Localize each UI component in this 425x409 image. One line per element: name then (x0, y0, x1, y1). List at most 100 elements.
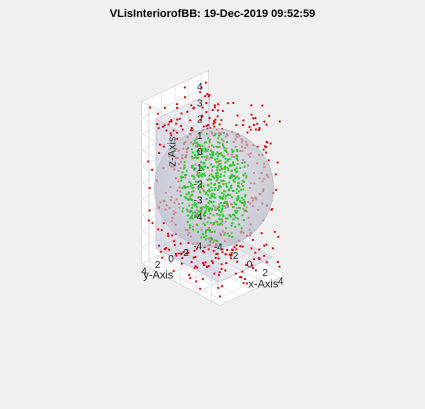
inside-point (203, 162, 206, 165)
outside-point (268, 114, 271, 117)
inside-point (217, 186, 220, 189)
inside-point (202, 189, 205, 192)
inside-point (209, 240, 212, 243)
outside-point (263, 120, 266, 123)
inside-point (226, 141, 229, 143)
inside-point (198, 165, 201, 167)
inside-point (240, 188, 242, 191)
inside-point (218, 159, 221, 162)
inside-point (204, 210, 207, 213)
outside-point (227, 102, 229, 105)
inside-point (225, 185, 228, 187)
inside-point (215, 174, 218, 177)
inside-point (223, 146, 226, 149)
inside-point (222, 215, 225, 218)
inside-point (236, 150, 239, 152)
inside-point (220, 191, 223, 194)
outside-point (278, 265, 281, 268)
inside-point (202, 185, 205, 187)
inside-point (197, 188, 200, 190)
outside-point (180, 253, 183, 256)
outside-point (263, 254, 266, 257)
outside-point (194, 265, 197, 268)
inside-point (210, 182, 213, 185)
inside-point (201, 153, 203, 155)
inside-point (224, 202, 227, 204)
outside-point (213, 120, 215, 123)
inside-point (219, 159, 222, 162)
inside-point (207, 208, 210, 210)
outside-point (242, 282, 245, 284)
inside-point (208, 174, 211, 177)
inside-point (210, 173, 213, 176)
outside-point (187, 242, 190, 244)
y-tick-label: 2 (155, 260, 161, 271)
inside-point (223, 201, 225, 204)
inside-point (217, 176, 219, 179)
inside-point (202, 162, 205, 164)
outside-point (196, 266, 199, 269)
inside-point (205, 234, 208, 237)
inside-point (235, 170, 238, 173)
inside-point (217, 141, 220, 144)
outside-point (248, 126, 251, 128)
outside-point (253, 258, 255, 261)
outside-point (214, 256, 217, 259)
outside-point (234, 272, 237, 275)
outside-point (157, 228, 160, 231)
outside-point (163, 124, 166, 127)
inside-point (207, 194, 210, 197)
outside-point (195, 247, 198, 250)
inside-point (235, 203, 238, 206)
outside-point (156, 112, 159, 115)
inside-point (222, 179, 225, 182)
outside-point (213, 272, 216, 275)
outside-point (180, 112, 183, 115)
outside-point (159, 143, 161, 146)
inside-point (199, 191, 202, 194)
outside-point (246, 131, 249, 134)
outside-point (167, 235, 170, 238)
inside-point (193, 154, 196, 156)
outside-point (213, 121, 216, 124)
inside-point (192, 228, 194, 231)
inside-point (197, 153, 199, 156)
inside-point (230, 224, 233, 227)
inside-point (214, 188, 216, 191)
outside-point (184, 96, 186, 99)
outside-point (204, 261, 207, 264)
inside-point (242, 198, 245, 201)
outside-point (181, 128, 184, 131)
inside-point (226, 159, 229, 162)
outside-point (270, 208, 273, 211)
inside-point (191, 174, 193, 177)
outside-point (191, 129, 194, 132)
outside-point (217, 274, 220, 277)
inside-point (193, 204, 196, 207)
inside-point (198, 149, 200, 152)
outside-point (216, 109, 219, 112)
inside-point (221, 213, 224, 216)
outside-point (254, 251, 257, 254)
x-axis-label: x-Axis (248, 279, 278, 291)
inside-point (202, 173, 205, 175)
inside-point (205, 191, 208, 194)
inside-points (180, 132, 248, 246)
inside-point (244, 193, 247, 196)
outside-point (170, 119, 173, 122)
outside-point (184, 86, 186, 89)
inside-point (213, 184, 216, 186)
inside-point (218, 181, 221, 184)
y-tick-label: -4 (193, 242, 202, 253)
inside-point (203, 212, 206, 214)
x-tick-label: 0 (247, 260, 253, 271)
inside-point (208, 140, 211, 143)
inside-point (230, 148, 233, 151)
inside-point (222, 193, 225, 196)
inside-point (242, 174, 245, 177)
inside-point (224, 190, 227, 193)
inside-point (220, 201, 222, 204)
inside-point (211, 189, 214, 192)
